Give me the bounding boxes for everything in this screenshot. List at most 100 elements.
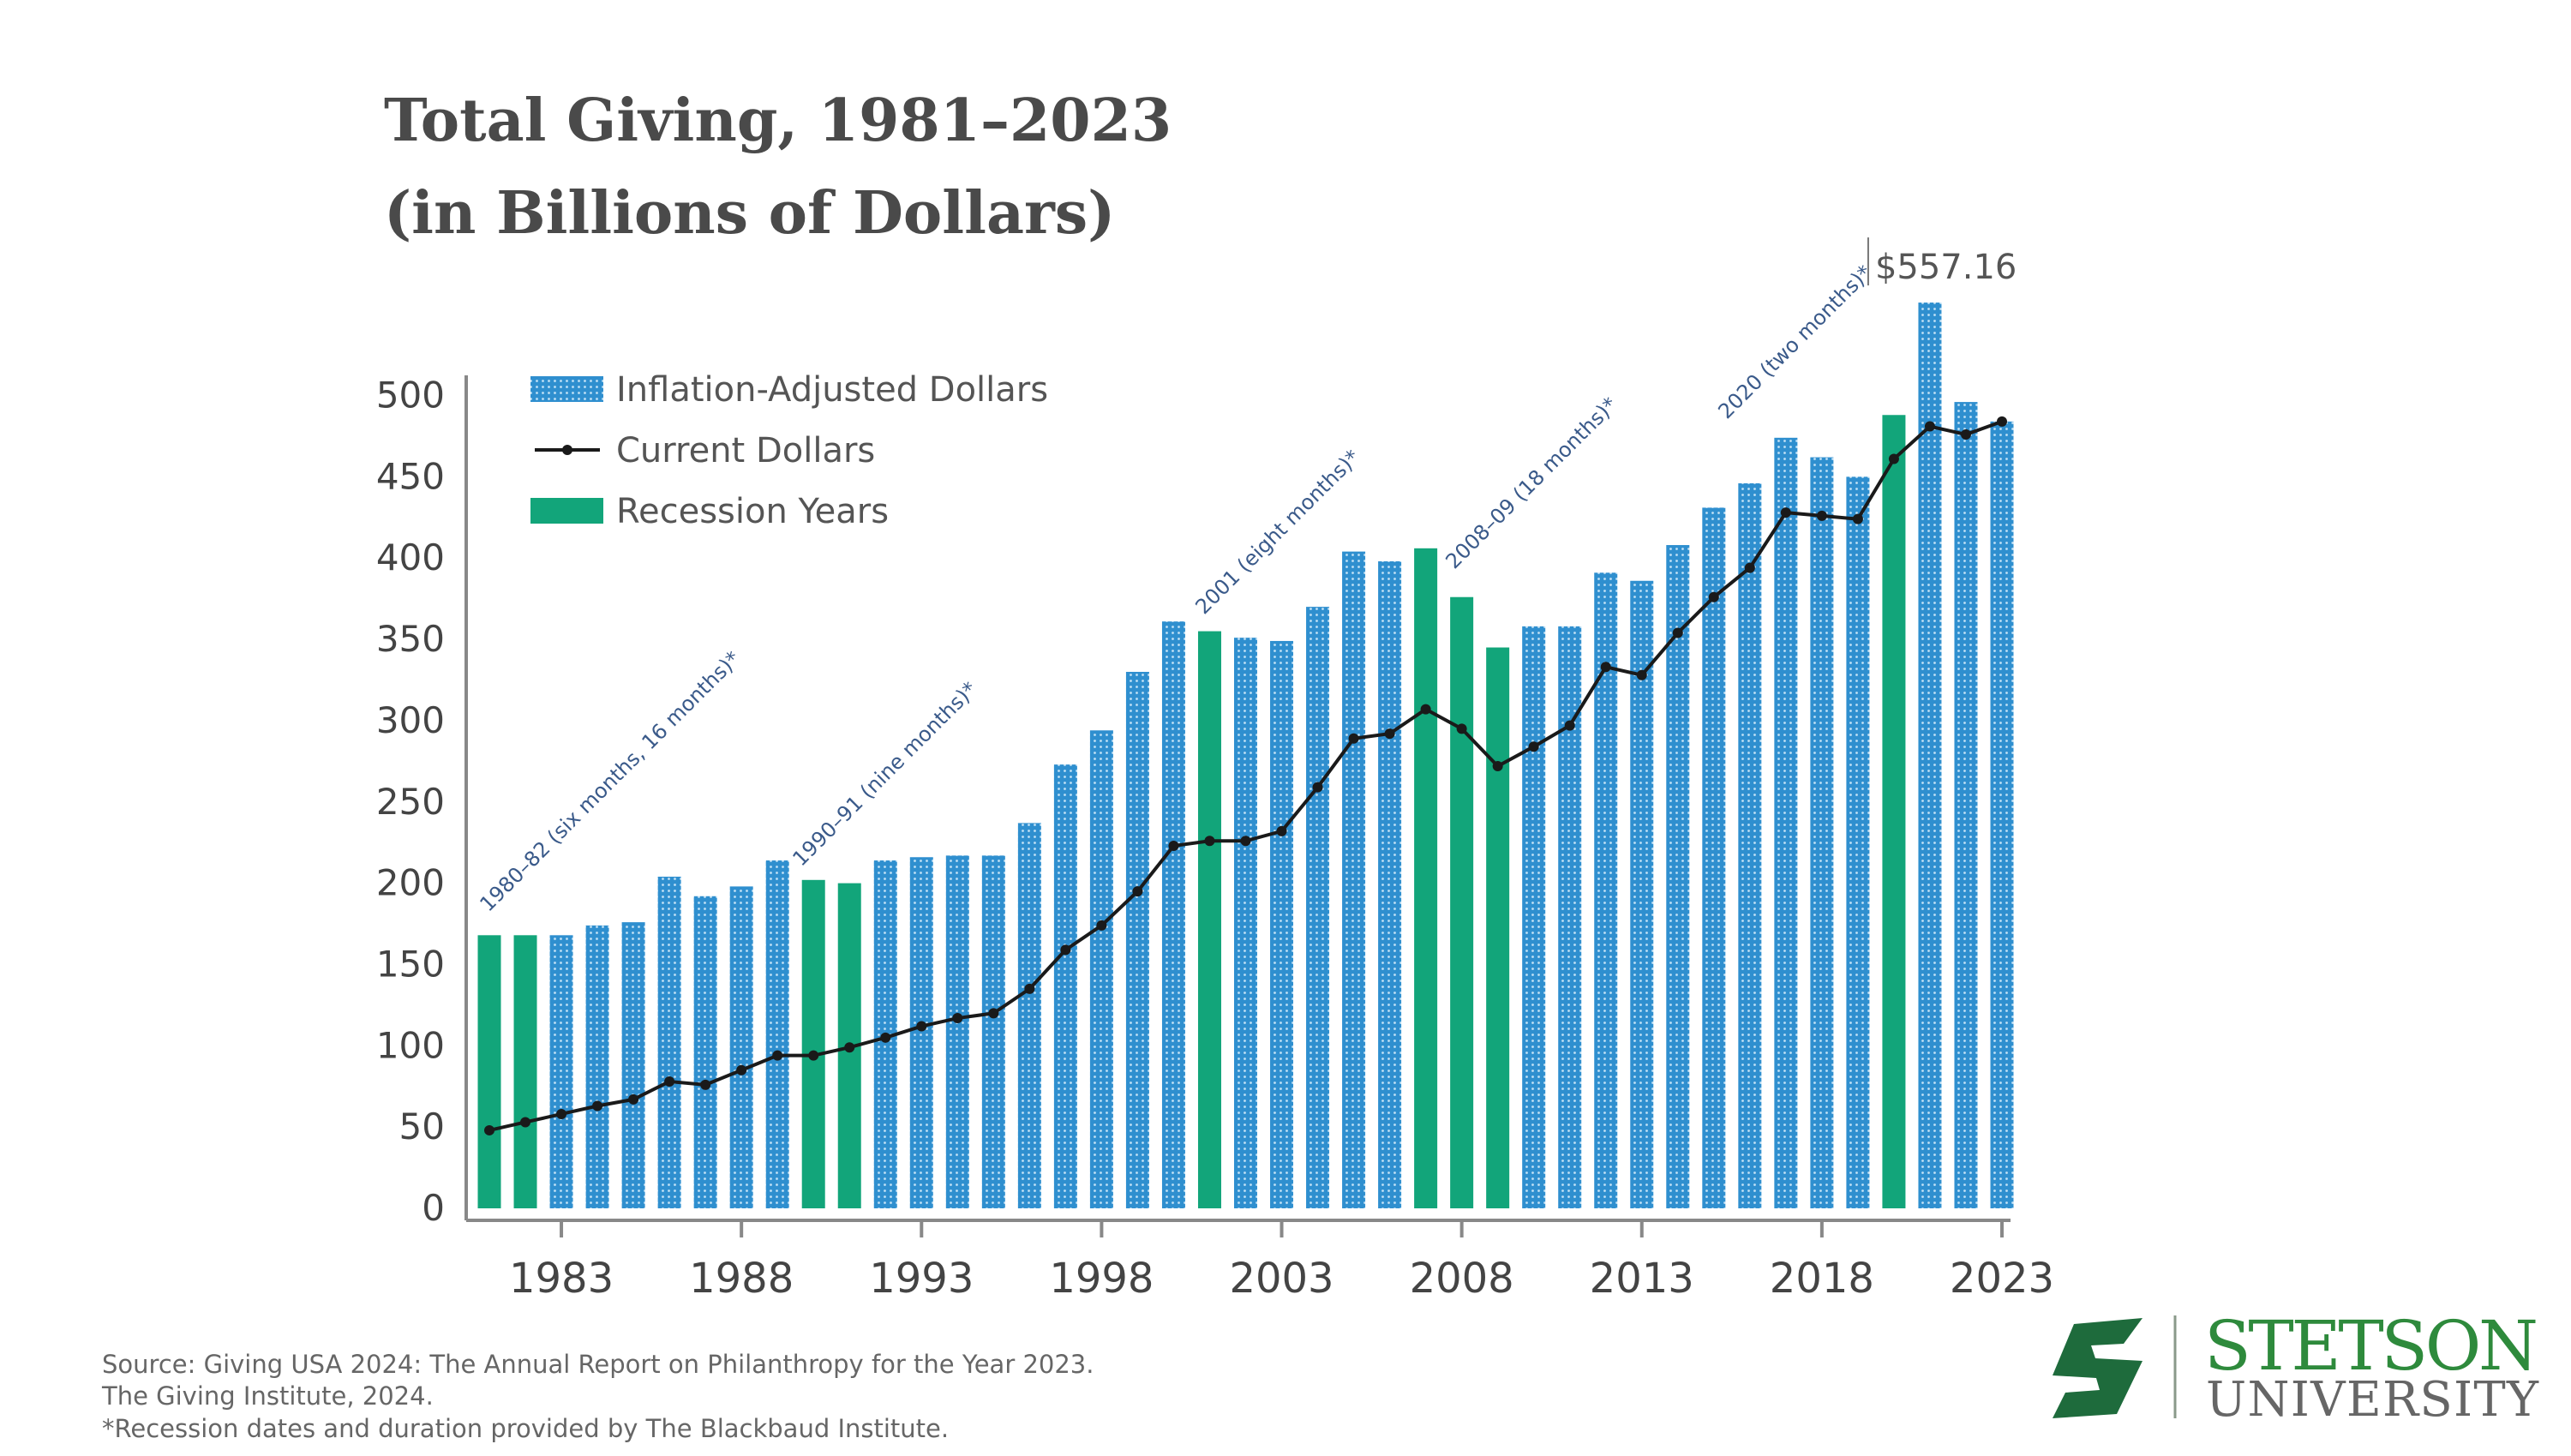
line-point (1672, 627, 1683, 638)
x-tick-label: 1993 (869, 1255, 974, 1303)
source: The Giving Institute, 2024. (101, 1381, 434, 1411)
bar (1306, 607, 1330, 1208)
logo-name: STETSON (2204, 1306, 2538, 1386)
line-point (1997, 416, 2007, 427)
bar (1774, 437, 1798, 1208)
line-point (520, 1117, 531, 1128)
recession-annotation: 1990–91 (nine months)* (788, 677, 981, 871)
bar (1161, 621, 1185, 1208)
line-point (1564, 720, 1575, 731)
line-point (880, 1032, 891, 1043)
line-point (772, 1050, 783, 1061)
y-tick-label: 450 (376, 455, 445, 497)
y-tick-label: 50 (399, 1105, 445, 1147)
bar (1738, 482, 1762, 1208)
bar (801, 879, 825, 1208)
bar (765, 860, 789, 1208)
line-point (1024, 983, 1035, 994)
recession-annotation: 2020 (two months)* (1713, 261, 1876, 423)
line-point (844, 1042, 855, 1053)
x-tick-label: 2018 (1770, 1255, 1874, 1303)
bar (477, 935, 501, 1208)
bar (1270, 640, 1294, 1208)
bar (1666, 545, 1690, 1208)
line-point (556, 1108, 567, 1119)
x-tick-label: 1983 (509, 1255, 614, 1303)
y-tick-label: 250 (376, 781, 445, 823)
bar (1234, 638, 1257, 1208)
y-tick-label: 150 (376, 943, 445, 985)
bar (693, 896, 717, 1208)
recession-annotation: 2001 (eight months)* (1190, 445, 1364, 619)
line-point (1780, 507, 1791, 518)
line-point (1348, 733, 1359, 744)
logo-subtitle: UNIVERSITY (2206, 1372, 2539, 1428)
bar (1522, 626, 1546, 1208)
legend-swatch (530, 498, 603, 524)
line-point (1492, 761, 1503, 772)
bar (1702, 507, 1726, 1208)
line-point (1924, 421, 1935, 432)
line-point (1276, 825, 1287, 836)
legend-label: Inflation-Adjusted Dollars (616, 370, 1048, 410)
x-tick-label: 2003 (1229, 1255, 1333, 1303)
line-point (1096, 920, 1107, 931)
y-tick-label: 400 (376, 536, 445, 578)
y-tick-label: 100 (376, 1024, 445, 1066)
line-point (1816, 510, 1827, 521)
chart-title: Total Giving, 1981–2023 (384, 87, 1172, 155)
bar (1414, 548, 1438, 1208)
line-point (1168, 840, 1179, 851)
line-point (1420, 704, 1431, 715)
y-tick-label: 200 (376, 862, 445, 904)
bar (1846, 476, 1870, 1208)
bar (1810, 457, 1834, 1208)
line-point (700, 1079, 711, 1090)
legend-swatch (530, 376, 603, 402)
logo: STETSON UNIVERSITY (2053, 1306, 2539, 1428)
line-point (1636, 669, 1647, 680)
line-point (484, 1124, 494, 1135)
line-point (592, 1100, 603, 1111)
x-tick-label: 2013 (1590, 1255, 1694, 1303)
bar (909, 857, 933, 1208)
y-tick-label: 500 (376, 374, 445, 416)
bar (549, 935, 573, 1208)
bar (1450, 596, 1474, 1208)
bar (1486, 647, 1510, 1208)
bar (1342, 551, 1366, 1208)
logo-mark (2053, 1318, 2142, 1418)
line-point (664, 1076, 675, 1088)
line-point (1852, 513, 1863, 524)
chart-subtitle: (in Billions of Dollars) (384, 179, 1115, 248)
line-point (988, 1008, 999, 1019)
x-tick-label: 2023 (1950, 1255, 2054, 1303)
bar (1990, 421, 2014, 1208)
line-point (808, 1050, 819, 1061)
bar (1882, 415, 1906, 1208)
line-point (1132, 886, 1143, 897)
legend-label: Current Dollars (616, 431, 875, 470)
bar (1918, 303, 1942, 1208)
bar (945, 855, 969, 1208)
bar (1954, 402, 1978, 1208)
line-point (1888, 453, 1899, 464)
recession-annotation: 2008–09 (18 months)* (1441, 392, 1621, 573)
bar (657, 877, 681, 1208)
line-point (1456, 723, 1467, 734)
x-tick-label: 1998 (1049, 1255, 1154, 1303)
line-point (628, 1093, 639, 1105)
bar (621, 922, 645, 1208)
source: Source: Giving USA 2024: The Annual Repo… (102, 1350, 1094, 1379)
line-point (1312, 782, 1323, 793)
bar (729, 886, 753, 1208)
line-point (1600, 662, 1611, 673)
bar (1017, 823, 1041, 1208)
recession-annotation: 1980–82 (six months, 16 months)* (475, 646, 745, 916)
source: *Recession dates and duration provided b… (102, 1414, 949, 1443)
bar (1378, 560, 1402, 1208)
data-label: $557.16 (1875, 248, 2017, 287)
line-point (952, 1013, 963, 1024)
y-tick-label: 350 (376, 618, 445, 660)
